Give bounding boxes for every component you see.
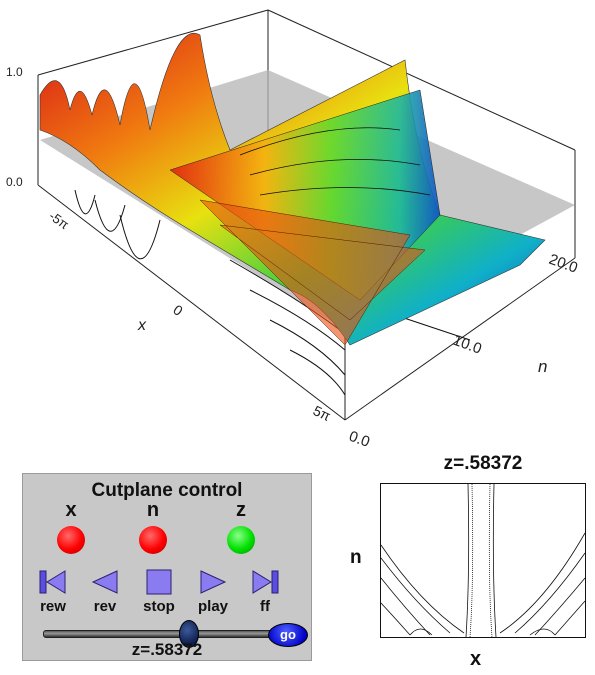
fast-forward-icon (252, 570, 279, 594)
x-tick-mid: 0 (170, 301, 186, 319)
panel-title: Cutplane control (91, 480, 243, 501)
reverse-button[interactable] (89, 568, 121, 596)
reverse-icon (91, 570, 118, 594)
n-axis-label: n (538, 357, 547, 376)
axis-label-z: z (236, 499, 246, 521)
surface-fins (199, 199, 426, 346)
n-tick-0: 0.0 (347, 428, 372, 450)
axis-n-radio[interactable] (139, 526, 167, 554)
slider-value: z=.58372 (131, 640, 203, 659)
x-axis-label: x (137, 317, 147, 334)
rewind-label: rew (40, 598, 66, 615)
stop-icon (146, 569, 172, 595)
play-label: play (197, 598, 228, 615)
reverse-label: rev (93, 598, 117, 615)
rewind-icon (39, 570, 66, 594)
surface-plot-3d[interactable]: 1.0 0.0 -5π 0 5π x 0.0 10.0 20.0 n (0, 0, 595, 450)
surface-contours (239, 127, 431, 196)
rewind-button[interactable] (37, 568, 69, 596)
contour-plot[interactable] (380, 483, 586, 638)
cutplane-control-panel: Cutplane control x n z rew rev stop play… (22, 473, 312, 661)
contour-lines (380, 483, 586, 638)
z-slider-track[interactable] (43, 630, 275, 638)
axis-x-radio[interactable] (57, 526, 85, 554)
z-slider-thumb[interactable] (178, 620, 199, 648)
contour-x-label: x (470, 648, 482, 670)
x-tick-right: 5π (311, 402, 334, 424)
n-tick-10: 10.0 (451, 332, 484, 358)
stop-button[interactable] (143, 568, 175, 596)
play-icon (200, 570, 227, 594)
plot-box (37, 9, 576, 421)
play-button[interactable] (197, 568, 229, 596)
go-button[interactable]: go (268, 623, 308, 647)
x-tick-left: -5π (46, 208, 71, 232)
axis-label-x: x (65, 499, 77, 521)
contour-title: z=.58372 (443, 453, 523, 474)
fast-forward-label: ff (260, 598, 270, 615)
axis-label-n: n (146, 499, 160, 521)
stop-label: stop (143, 598, 175, 615)
contour-y-label: n (350, 547, 362, 568)
axis-z-radio[interactable] (227, 526, 255, 554)
z-tick-top: 1.0 (6, 65, 23, 79)
fast-forward-button[interactable] (249, 568, 281, 596)
z-tick-bottom: 0.0 (6, 175, 23, 189)
